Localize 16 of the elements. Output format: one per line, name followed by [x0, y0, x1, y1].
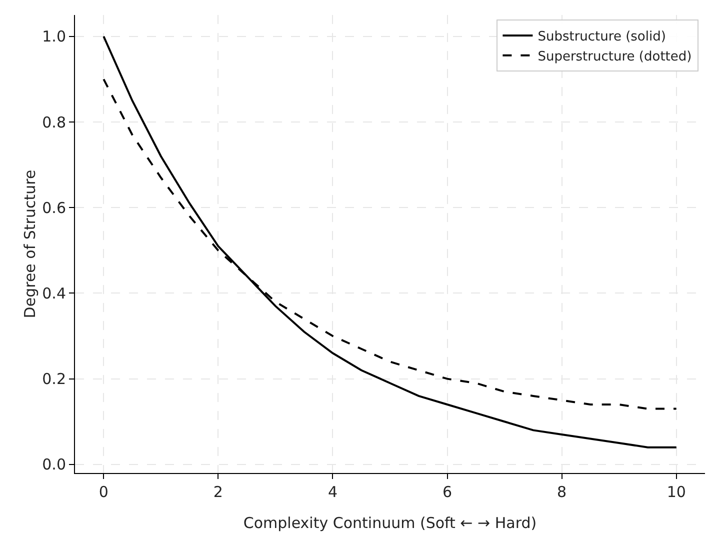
legend-label: Superstructure (dotted)	[538, 50, 692, 64]
y-tick-label: 0.4	[42, 284, 66, 302]
y-tick-label: 1.0	[42, 28, 66, 46]
x-tick-label: 10	[666, 483, 686, 501]
x-tick-label: 2	[213, 483, 223, 501]
y-tick-label: 0.2	[42, 370, 66, 388]
y-tick-label: 0.6	[42, 198, 66, 217]
x-axis-title: Complexity Continuum (Soft ← → Hard)	[243, 514, 537, 532]
y-axis-title: Degree of Structure	[21, 170, 39, 318]
legend-label: Substructure (solid)	[538, 30, 666, 45]
x-tick-label: 0	[98, 483, 108, 501]
x-tick-label: 4	[328, 483, 338, 501]
y-tick-label: 0.8	[42, 113, 66, 132]
y-tick-label: 0.0	[42, 456, 66, 474]
x-tick-label: 8	[557, 483, 567, 501]
x-tick-label: 6	[442, 483, 452, 501]
